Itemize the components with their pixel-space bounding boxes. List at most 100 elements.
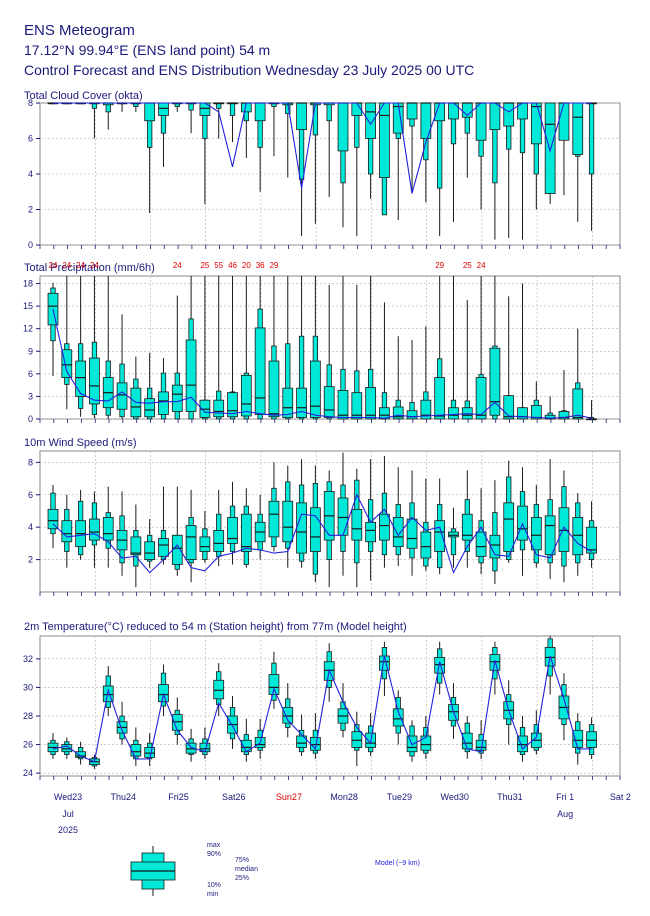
day-label: Sat 2 [610, 792, 631, 802]
ens-box [323, 102, 335, 198]
ens-box [517, 716, 528, 762]
ens-box [296, 459, 307, 568]
ens-p10-p90 [229, 102, 236, 116]
ens-p25-p75 [503, 102, 515, 127]
day-label: Thu24 [110, 792, 136, 802]
model-line [52, 308, 592, 419]
panel-title: Total Cloud Cover (okta) [24, 90, 143, 102]
exceed-label: 29 [269, 261, 278, 270]
ens-box [586, 501, 597, 568]
ens-box [503, 460, 515, 563]
ens-box [213, 489, 225, 567]
ens-box [572, 328, 584, 420]
day-label: Fri 1 [556, 792, 574, 802]
ens-box [240, 488, 252, 568]
ens-p25-p75 [144, 398, 156, 418]
exceed-label: 24 [49, 261, 58, 270]
panel-title: 10m Wind Speed (m/s) [24, 437, 136, 449]
ens-box [461, 102, 473, 178]
ens-p25-p75 [475, 377, 487, 420]
ens-box [489, 276, 501, 420]
ens-p25-p75 [213, 679, 225, 700]
ens-p25-p75 [102, 685, 114, 703]
ens-p25-p75 [268, 674, 280, 695]
ens-p25-p75 [75, 751, 86, 758]
ens-box [434, 641, 446, 695]
model-line [52, 655, 592, 763]
ens-p25-p75 [158, 538, 169, 557]
ens-p25-p75 [420, 399, 432, 420]
y-tick-label: 3 [28, 391, 33, 401]
day-label: Fri25 [168, 792, 189, 802]
ens-box [296, 276, 307, 420]
ens-p25-p75 [171, 384, 183, 412]
ens-p25-p75 [365, 386, 376, 420]
ens-box [337, 276, 349, 420]
panel-title: 2m Temperature(°C) reduced to 54 m (Stat… [24, 621, 407, 633]
legend-model-label: Model (~9 km) [375, 860, 420, 867]
exceed-label: 24 [173, 261, 182, 270]
day-label: Sat26 [222, 792, 246, 802]
ens-p25-p75 [489, 347, 501, 416]
ens-box [503, 680, 515, 745]
ens-box [75, 741, 86, 765]
ens-box [89, 102, 100, 139]
ens-box [517, 467, 528, 576]
y-tick-label: 18 [23, 279, 33, 289]
ens-p25-p75 [530, 517, 542, 551]
ens-box [130, 102, 142, 112]
ens-p25-p75 [323, 386, 335, 418]
ens-box [586, 400, 597, 421]
legend: max 90% 75% median 25% 10% min Model (~9 km) [130, 842, 420, 898]
ens-box [171, 486, 183, 576]
ens-box [379, 102, 390, 216]
legend-median-label: median [235, 866, 258, 873]
ens-p25-p75 [544, 102, 556, 194]
day-label: Thu31 [497, 792, 523, 802]
ens-p25-p75 [475, 102, 487, 141]
ens-p25-p75 [392, 406, 404, 420]
ens-box [530, 381, 542, 420]
ens-box [420, 326, 432, 420]
ens-p25-p75 [337, 102, 349, 152]
ens-box [489, 102, 501, 240]
ens-p25-p75 [420, 735, 432, 751]
ens-box [75, 489, 86, 560]
y-tick-label: 24 [23, 768, 33, 778]
ens-p25-p75 [158, 391, 169, 415]
ens-box [102, 102, 114, 130]
ens-box [544, 396, 556, 420]
ens-box [89, 276, 100, 419]
ens-p25-p75 [102, 517, 114, 541]
y-tick-label: 4 [28, 169, 33, 179]
ens-box [213, 276, 225, 420]
ens-box [158, 358, 169, 420]
ens-box [268, 102, 280, 157]
ens-box [337, 102, 349, 228]
ens-box [461, 300, 473, 420]
ens-box [102, 276, 114, 419]
ens-p25-p75 [89, 518, 100, 541]
ens-box [586, 717, 597, 759]
ens-box [144, 519, 156, 568]
panel-1: Total Cloud Cover (okta) 0 2 4 6 8 [24, 90, 621, 250]
legend-p25-label: 25% [235, 875, 249, 882]
ens-p25-p75 [517, 735, 528, 753]
ens-p25-p75 [130, 744, 142, 757]
ens-box [47, 733, 59, 759]
ens-box [572, 713, 584, 765]
ens-p10-p90 [312, 102, 319, 136]
ens-p25-p75 [406, 102, 418, 120]
y-tick-label: 28 [23, 711, 33, 721]
ens-p25-p75 [61, 520, 73, 543]
ens-box [475, 276, 487, 420]
y-tick-label: 6 [28, 490, 33, 500]
ens-p25-p75 [517, 407, 528, 420]
ens-p25-p75 [268, 360, 280, 418]
ens-p25-p75 [392, 517, 404, 548]
ens-box [310, 276, 321, 420]
ens-box [475, 488, 487, 575]
year-label: 2025 [58, 825, 78, 835]
ens-p25-p75 [489, 102, 501, 131]
